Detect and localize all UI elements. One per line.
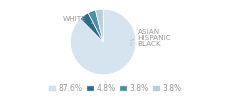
- Wedge shape: [80, 13, 103, 42]
- Text: ASIAN: ASIAN: [130, 29, 160, 41]
- Text: HISPANIC: HISPANIC: [130, 35, 171, 43]
- Legend: 87.6%, 4.8%, 3.8%, 3.8%: 87.6%, 4.8%, 3.8%, 3.8%: [46, 81, 184, 96]
- Wedge shape: [88, 10, 103, 42]
- Text: BLACK: BLACK: [130, 41, 161, 47]
- Text: WHITE: WHITE: [62, 16, 92, 23]
- Wedge shape: [96, 9, 103, 42]
- Wedge shape: [71, 9, 136, 75]
